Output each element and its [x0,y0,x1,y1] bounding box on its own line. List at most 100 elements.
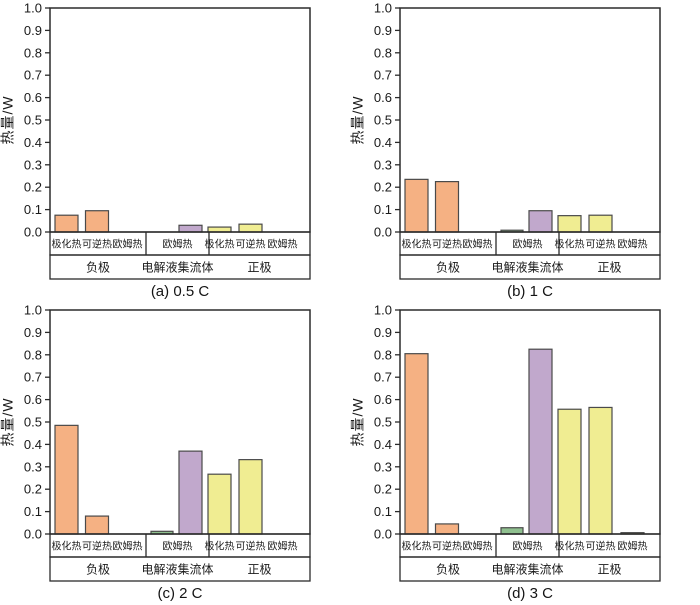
bar [434,523,460,535]
bar [178,450,203,535]
y-tick-label: 0.0 [24,527,42,542]
heat-type-label: 极化热 [52,540,82,553]
y-tick-label: 0.6 [374,392,392,407]
y-tick-label: 1.0 [374,1,392,16]
component-label: 正极 [247,563,271,577]
y-tick-label: 0.4 [24,437,42,452]
bar [238,459,263,535]
component-label: 正极 [597,261,621,275]
bar [500,527,524,535]
y-tick-label: 0.7 [374,370,392,385]
heat-type-label: 欧姆热 [113,238,143,251]
y-tick-label: 0.1 [24,202,42,217]
y-tick-label: 0.1 [374,202,392,217]
panel-b: 热量/W 0.0 0.1 0.2 0.3 0.4 0.5 0.6 0.7 0.8 0.9 1.0 极化… [350,0,700,302]
y-tick-label: 0.2 [24,180,42,195]
heat-type-label: 欧姆热 [463,238,493,251]
heat-type-label: 极化热 [555,238,585,251]
bar [557,215,582,233]
heat-type-label: 可逆热 [586,540,616,553]
y-tick-label: 1.0 [374,303,392,318]
heat-type-label: 可逆热 [236,238,266,251]
heat-type-label: 可逆热 [82,238,112,251]
panel-c: 热量/W 0.0 0.1 0.2 0.3 0.4 0.5 0.6 0.7 0.8 0.9 1.0 极化… [0,302,350,604]
heat-type-label: 极化热 [205,238,235,251]
y-tick-label: 0.0 [374,527,392,542]
bar [557,408,582,535]
bar [588,406,613,535]
bar-chart-d: 0.00.10.20.30.40.50.60.70.80.91.0极化热 可逆热欧… [374,303,661,582]
y-tick-label: 0.0 [374,225,392,240]
component-label: 正极 [247,261,271,275]
heat-type-label: 欧姆热 [463,540,493,553]
y-tick-label: 0.3 [24,157,42,172]
y-tick-label: 0.2 [374,482,392,497]
heat-type-label: 极化热 [52,238,82,251]
y-tick-label: 0.9 [374,325,392,340]
bar [588,214,613,233]
y-tick-label: 0.4 [374,135,392,150]
subplot-caption: (a) 0.5 C [150,283,210,300]
bar [238,223,263,233]
y-tick-label: 0.9 [24,23,42,38]
heat-type-label: 欧姆热 [268,238,298,251]
component-label: 负极 [86,261,110,275]
y-tick-label: 0.4 [24,135,42,150]
component-label: 电解液集流体 [141,260,213,275]
grouplabel-band [399,556,661,582]
bar [84,210,110,233]
bar [404,353,429,535]
component-label: 电解液集流体 [141,562,213,577]
subplot-caption: (c) 2 C [157,585,203,602]
y-tick-label: 0.8 [374,45,392,60]
component-label: 负极 [436,261,460,275]
grouplabel-band [49,254,311,280]
heat-type-label: 欧姆热 [618,238,648,251]
y-tick-label: 0.8 [24,45,42,60]
y-tick-label: 0.3 [374,459,392,474]
component-label: 负极 [86,563,110,577]
bar [54,424,79,535]
bar [404,178,429,233]
heat-type-label: 极化热 [205,540,235,553]
y-tick-label: 0.4 [374,437,392,452]
heat-type-label: 欧姆热 [618,540,648,553]
component-label: 正极 [597,563,621,577]
heat-type-label: 可逆热 [82,540,112,553]
heat-type-label: 欧姆热 [163,540,193,553]
grouplabel-band [49,556,311,582]
y-tick-label: 1.0 [24,303,42,318]
bar-chart-c: 0.00.10.20.30.40.50.60.70.80.91.0极化热 可逆热欧… [24,303,311,582]
y-tick-label: 0.3 [24,459,42,474]
bar [178,224,203,233]
heat-type-label: 欧姆热 [163,238,193,251]
y-tick-label: 0.8 [24,347,42,362]
subplot-caption: (d) 3 C [507,585,553,602]
y-tick-label: 0.5 [374,415,392,430]
y-tick-label: 0.7 [24,370,42,385]
y-tick-label: 1.0 [24,1,42,16]
heat-type-label: 欧姆热 [268,540,298,553]
component-label: 电解液集流体 [491,562,563,577]
heat-type-label: 极化热 [402,238,432,251]
heat-type-label: 欧姆热 [513,238,543,251]
subplot-caption: (b) 1 C [507,283,553,300]
y-tick-label: 0.2 [374,180,392,195]
bar [528,348,553,535]
heat-type-label: 极化热 [402,540,432,553]
y-tick-label: 0.6 [24,90,42,105]
heat-type-label: 可逆热 [432,540,462,553]
y-tick-label: 0.2 [24,482,42,497]
component-label: 负极 [436,563,460,577]
y-tick-label: 0.3 [374,157,392,172]
panel-a: 热量/W 0.0 0.1 0.2 0.3 0.4 0.5 0.6 0.7 0.8 0.9 1.0 极化… [0,0,350,302]
heat-type-label: 可逆热 [432,238,462,251]
heat-type-label: 欧姆热 [513,540,543,553]
y-tick-label: 0.6 [374,90,392,105]
heat-type-label: 极化热 [555,540,585,553]
y-tick-label: 0.6 [24,392,42,407]
y-tick-label: 0.5 [374,113,392,128]
y-tick-label: 0.5 [24,113,42,128]
component-label: 电解液集流体 [491,260,563,275]
